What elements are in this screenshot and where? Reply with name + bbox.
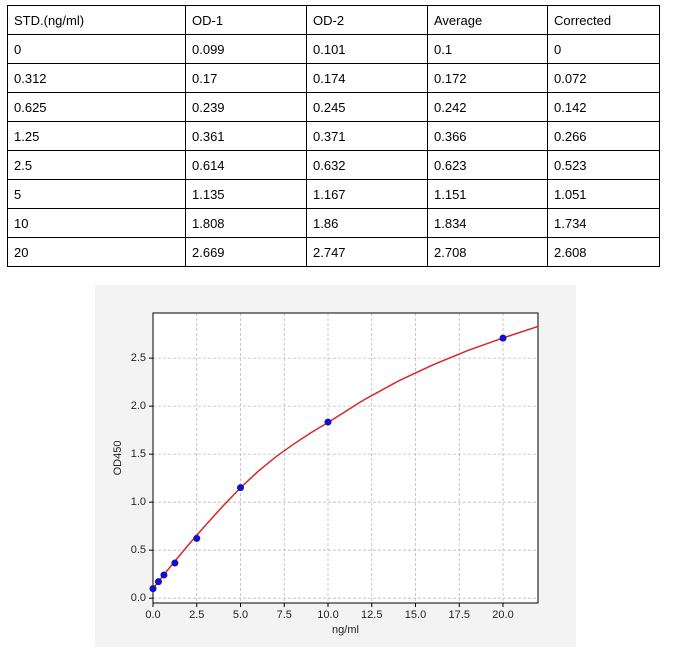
table-row: 1.25 0.361 0.371 0.366 0.266 <box>7 121 660 151</box>
table-cell: 0.242 <box>427 92 548 122</box>
x-tick-label: 12.5 <box>361 609 382 621</box>
data-point <box>237 484 244 492</box>
table-cell: 0.623 <box>427 150 548 180</box>
x-tick-label: 5.0 <box>233 609 248 621</box>
table-cell: Corrected <box>547 5 660 35</box>
table-cell: 0.523 <box>547 150 660 180</box>
table-cell: 1.86 <box>306 208 428 238</box>
data-table: STD.(ng/ml) OD-1 OD-2 Average Corrected 0 0.09… <box>7 5 660 267</box>
fit-curve <box>152 325 539 590</box>
table-cell: 1.25 <box>7 121 186 151</box>
y-tick-label: 0.5 <box>131 544 146 556</box>
x-tick-label: 2.5 <box>189 609 204 621</box>
table-cell: 1.734 <box>547 208 660 238</box>
table-cell: 0.312 <box>7 63 186 93</box>
y-tick-label: 0.0 <box>131 592 146 604</box>
table-cell: 2.669 <box>185 237 307 267</box>
table-cell: 0.239 <box>185 92 307 122</box>
table-cell: 0.371 <box>306 121 428 151</box>
table-row: 0 0.099 0.101 0.1 0 <box>7 34 660 64</box>
y-tick-label: 2.0 <box>131 400 146 412</box>
table-cell: STD.(ng/ml) <box>7 5 186 35</box>
table-cell: 0.632 <box>306 150 428 180</box>
x-tick-label: 20.0 <box>492 609 513 621</box>
data-point <box>149 585 157 593</box>
x-tick-label: 0.0 <box>145 609 160 621</box>
y-axis-label: OD450 <box>112 441 124 476</box>
plot-area <box>153 313 538 603</box>
table-cell: 2.608 <box>547 237 660 267</box>
table-cell: 0.172 <box>427 63 548 93</box>
table-row: 2.5 0.614 0.632 0.623 0.523 <box>7 150 660 180</box>
table-header: STD.(ng/ml) OD-1 OD-2 Average Corrected <box>7 5 660 35</box>
x-tick-label: 7.5 <box>277 609 292 621</box>
table-cell: 0.361 <box>185 121 307 151</box>
table-cell: 10 <box>7 208 186 238</box>
data-point <box>193 534 201 542</box>
table-row: 10 1.808 1.86 1.834 1.734 <box>7 208 660 238</box>
table-cell: 2.747 <box>306 237 428 267</box>
table-row: 0.625 0.239 0.245 0.242 0.142 <box>7 92 660 122</box>
y-tick-label: 1.0 <box>131 496 146 508</box>
table-cell: 1.135 <box>185 179 307 209</box>
table-cell: 0.366 <box>427 121 548 151</box>
table-cell: OD-1 <box>185 5 307 35</box>
table-cell: 0.101 <box>306 34 428 64</box>
y-tick-label: 1.5 <box>131 448 146 460</box>
table-cell: 1.167 <box>306 179 428 209</box>
table-cell: Average <box>427 5 548 35</box>
data-point <box>160 571 168 579</box>
table-row: 5 1.135 1.167 1.151 1.051 <box>7 179 660 209</box>
x-tick-label: 10.0 <box>317 609 338 621</box>
table-cell: 1.808 <box>185 208 307 238</box>
data-point <box>171 559 179 567</box>
table-cell: 1.151 <box>427 179 548 209</box>
y-tick-label: 2.5 <box>131 352 146 364</box>
table-cell: 1.051 <box>547 179 660 209</box>
table-cell: 2.708 <box>427 237 548 267</box>
table-row: 20 2.669 2.747 2.708 2.608 <box>7 237 660 267</box>
data-point <box>499 334 507 342</box>
table-cell: 0.099 <box>185 34 307 64</box>
table-cell: 20 <box>7 237 186 267</box>
plot-frame <box>152 312 539 604</box>
table-row: 0.312 0.17 0.174 0.172 0.072 <box>7 63 660 93</box>
x-axis-label: ng/ml <box>332 624 359 636</box>
data-point <box>154 578 162 586</box>
data-point <box>324 418 332 426</box>
x-tick-label: 15.0 <box>405 609 426 621</box>
x-tick-label: 17.5 <box>449 609 470 621</box>
